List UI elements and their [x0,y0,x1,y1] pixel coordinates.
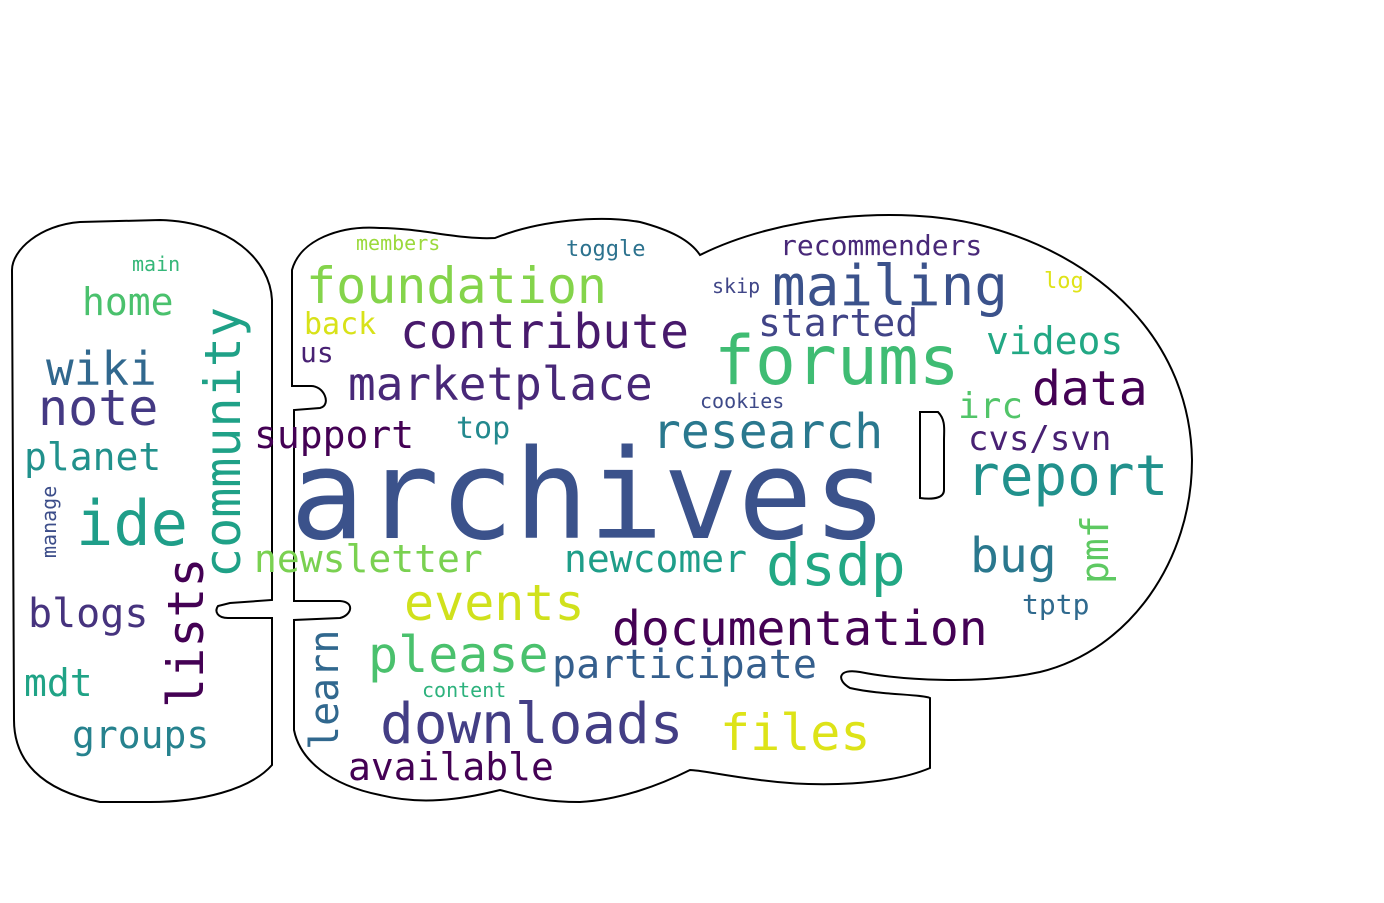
word-main: main [132,252,180,276]
word-cookies: cookies [700,389,784,413]
word-tptp: tptp [1022,588,1089,621]
word-home: home [82,280,174,324]
word-back: back [304,307,376,342]
word-cvs-svn: cvs/svn [968,419,1111,459]
word-videos: videos [986,319,1123,363]
word-events: events [404,574,585,632]
word-marketplace: marketplace [348,357,653,411]
word-top: top [456,411,510,446]
word-participate: participate [552,642,817,688]
word-report: report [966,444,1168,509]
word-dsdp: dsdp [766,531,906,599]
word-please: please [368,626,549,684]
word-us: us [300,336,334,369]
word-learn: learn [302,630,348,750]
word-ide: ide [76,487,188,560]
word-wiki: wiki [46,342,157,396]
word-log: log [1044,269,1084,294]
word-irc: irc [958,386,1023,427]
word-planet: planet [24,435,161,479]
word-skip: skip [712,274,760,298]
word-groups: groups [72,713,209,757]
word-forums: forums [714,322,960,401]
mask-outline-i [10,218,273,803]
word-mdt: mdt [24,661,93,705]
word-research: research [652,404,883,460]
word-data: data [1032,361,1148,417]
word-members: members [356,231,440,255]
word-bug: bug [970,528,1057,584]
word-newsletter: newsletter [254,537,483,581]
word-content: content [422,678,506,702]
word-manage: manage [37,486,61,558]
word-available: available [348,745,554,789]
word-documentation: documentation [612,601,988,657]
word-blogs: blogs [28,591,148,637]
mask-outline-cp [291,214,1194,804]
word-foundation: foundation [306,257,607,315]
word-pmf: pmf [1073,515,1117,584]
word-support: support [254,413,414,457]
word-archives: archives [290,424,887,568]
word-community: community [194,307,252,578]
word-toggle: toggle [566,237,645,262]
mask-outline-slot [919,411,946,500]
word-downloads: downloads [380,692,683,757]
word-started: started [758,301,918,345]
word-note: note [38,379,158,437]
word-newcomer: newcomer [564,537,747,581]
word-mailing: mailing [772,254,1008,319]
word-lists: lists [157,557,215,708]
word-recommenders: recommenders [780,229,982,262]
word-files: files [720,704,871,762]
word-contribute: contribute [400,304,689,360]
